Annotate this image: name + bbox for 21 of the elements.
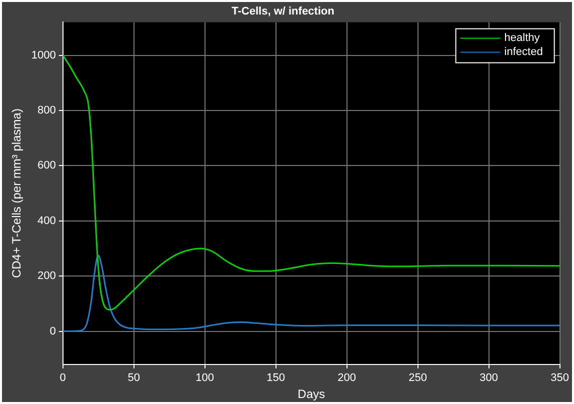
x-tick-label: 0 [60, 372, 66, 384]
x-tick-label: 350 [550, 372, 570, 384]
y-tick-label: 400 [38, 214, 56, 227]
legend-label: healthy [504, 32, 540, 44]
x-tick-label: 50 [128, 372, 140, 384]
x-axis-title: Days [298, 387, 326, 402]
y-tick-label: 200 [38, 270, 56, 282]
chart-title: T-Cells, w/ infection [232, 6, 335, 18]
y-tick-label: 600 [38, 160, 56, 172]
x-tick-label: 250 [408, 372, 428, 384]
y-tick-label: 1000 [31, 49, 56, 62]
y-axis-title: CD4+ T-Cells (per mm³ plasma) [10, 108, 24, 278]
y-tick-label: 0 [50, 325, 56, 338]
line-series [62, 254, 560, 332]
y-tick-label: 800 [38, 104, 56, 117]
legend-label: infected [504, 46, 543, 58]
x-tick-label: 200 [338, 372, 356, 384]
x-tick-label: 150 [266, 372, 286, 384]
x-tick-label: 300 [480, 372, 498, 384]
line-series [62, 54, 560, 311]
x-tick-label: 100 [196, 372, 214, 384]
